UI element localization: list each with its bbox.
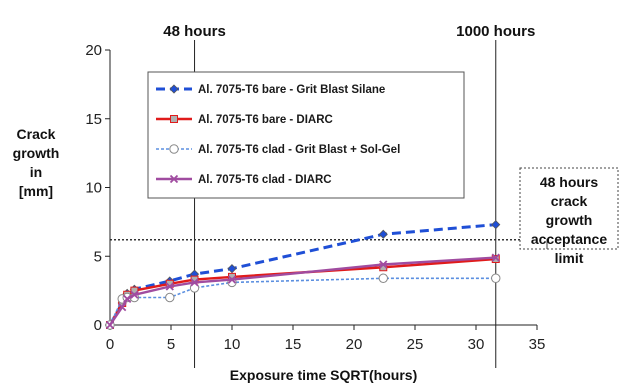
legend-item: Al. 7075-T6 clad - DIARC	[156, 174, 332, 186]
acceptance-limit-label: growth	[546, 212, 593, 228]
legend-item: Al. 7075-T6 clad - Grit Blast + Sol-Gel	[156, 144, 400, 156]
data-point	[170, 115, 178, 123]
y-axis-title: Crack	[17, 126, 56, 142]
x-tick-label: 30	[468, 336, 485, 353]
data-point	[491, 273, 501, 283]
acceptance-limit-label: limit	[555, 250, 584, 266]
data-point	[190, 278, 199, 287]
y-axis-title: in	[30, 164, 42, 180]
data-point	[130, 290, 139, 299]
legend-label: Al. 7075-T6 bare - DIARC	[198, 114, 333, 126]
vertical-marker-label: 1000 hours	[456, 23, 535, 40]
data-point	[169, 144, 179, 154]
data-point	[227, 264, 237, 274]
x-tick-label: 25	[407, 336, 424, 353]
data-point	[165, 282, 174, 291]
acceptance-limit-label: acceptance	[531, 231, 607, 247]
data-point	[379, 260, 388, 269]
data-point	[227, 275, 237, 284]
x-tick-label: 35	[529, 336, 546, 353]
acceptance-limit	[110, 167, 619, 250]
data-point	[491, 220, 501, 230]
x-tick-label: 10	[224, 336, 241, 353]
y-tick-label: 20	[85, 42, 102, 59]
chart-text: 48 hours 1000 hours 48 hours crack growth acc…	[13, 23, 608, 383]
y-axis-title: [mm]	[19, 183, 53, 199]
data-point	[378, 273, 388, 283]
data-point	[169, 174, 179, 184]
data-point	[491, 253, 500, 262]
data-point	[189, 283, 200, 293]
x-tick-label: 20	[346, 336, 363, 353]
legend-label: Al. 7075-T6 bare - Grit Blast Silane	[198, 84, 385, 96]
legend-box	[147, 71, 465, 199]
data-point	[105, 320, 115, 330]
legend-item: Al. 7075-T6 bare - DIARC	[156, 114, 333, 126]
data-point	[118, 302, 127, 312]
series-4	[105, 253, 500, 330]
acceptance-limit-label: 48 hours	[540, 174, 599, 190]
y-tick-label: 10	[85, 180, 102, 197]
data-point	[165, 292, 175, 303]
vertical-marker-label: 48 hours	[163, 23, 226, 40]
acceptance-limit-label: crack	[551, 193, 588, 209]
legend-item: Al. 7075-T6 bare - Grit Blast Silane	[156, 84, 385, 96]
y-tick-label: 5	[94, 248, 102, 265]
data-point	[378, 229, 388, 239]
axes: 0 5 10 15 20 0 5 10 15 20 25 30 35	[85, 42, 545, 353]
data-point	[123, 294, 132, 304]
x-axis-title: Exposure time SQRT(hours)	[230, 367, 417, 383]
x-tick-label: 5	[167, 336, 175, 353]
series-layer	[105, 220, 501, 330]
y-tick-label: 15	[85, 111, 102, 128]
acceptance-limit-box	[519, 167, 619, 250]
data-point	[169, 84, 179, 94]
x-tick-label: 0	[106, 336, 114, 353]
legend: Al. 7075-T6 bare - Grit Blast Silane Al. …	[147, 71, 465, 199]
y-axis-title: growth	[13, 145, 60, 161]
x-tick-label: 15	[285, 336, 302, 353]
y-tick-label: 0	[94, 317, 102, 334]
legend-label: Al. 7075-T6 clad - DIARC	[198, 174, 332, 186]
legend-label: Al. 7075-T6 clad - Grit Blast + Sol-Gel	[198, 144, 400, 156]
